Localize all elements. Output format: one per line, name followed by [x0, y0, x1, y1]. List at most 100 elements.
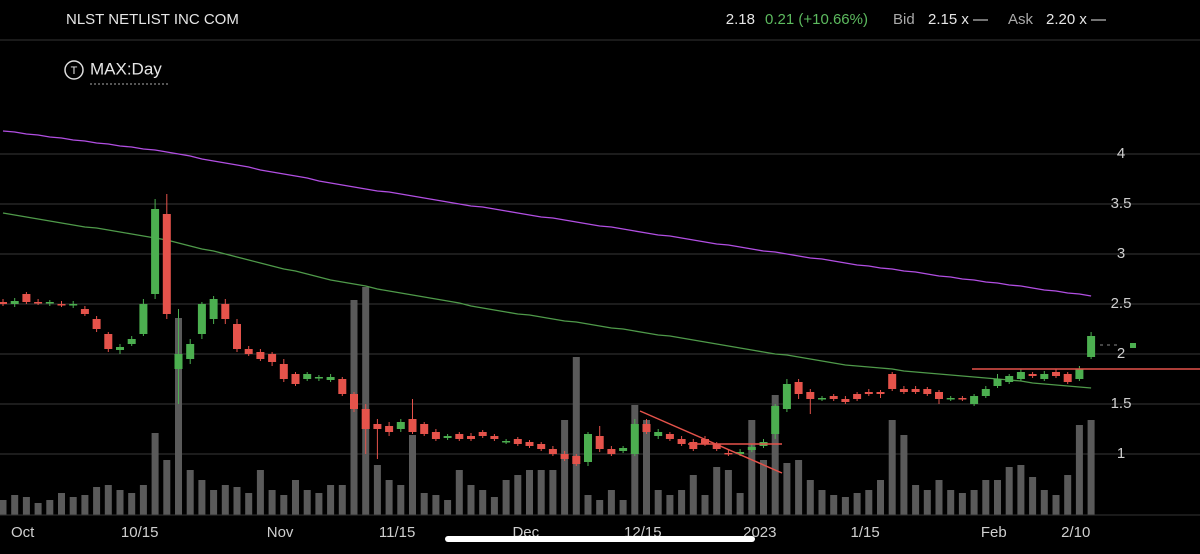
period-icon[interactable] [64, 60, 84, 80]
candle-body [1063, 374, 1072, 382]
volume-bar [1005, 467, 1013, 515]
candle-body [256, 352, 265, 359]
volume-bar [11, 495, 19, 515]
candle-body [69, 304, 78, 306]
candle-body [1005, 376, 1014, 382]
period[interactable]: MAX:Day [90, 59, 162, 78]
volume-bar [444, 500, 452, 515]
moving-average [2, 212, 1092, 389]
candle-body [139, 304, 148, 334]
candle-body [431, 432, 440, 439]
volume-bar [397, 485, 405, 515]
candle-body [162, 214, 171, 314]
volume-bar [0, 500, 7, 515]
volume-bar [970, 490, 978, 515]
candle-body [455, 434, 464, 439]
ask: 2.20 x — [1046, 11, 1106, 28]
candle-body [244, 349, 253, 354]
volume-bar [81, 495, 89, 515]
candle-body [197, 304, 206, 334]
candle-body [151, 209, 160, 294]
candle-body [396, 422, 405, 429]
candle-body [104, 334, 113, 349]
volume-bar [631, 405, 639, 515]
candle-body [1087, 336, 1096, 357]
volume-bar [455, 470, 463, 515]
candle-body [853, 394, 862, 399]
volume-bar [1075, 425, 1083, 515]
volume-bar [1017, 465, 1025, 515]
candle-body [665, 434, 674, 439]
volume-bar [526, 470, 533, 515]
candle-body [935, 392, 943, 399]
candle-body [736, 452, 745, 454]
home-indicator [445, 536, 755, 542]
candle-body [701, 439, 709, 444]
volume-bar [104, 485, 112, 515]
candle-body [724, 453, 733, 455]
candle-body [80, 309, 89, 314]
x-tick-label: Nov [267, 524, 294, 541]
candle-body [864, 392, 873, 394]
volume-bar [315, 493, 323, 515]
candle-body [221, 304, 230, 319]
candle-body [1052, 372, 1060, 376]
candle-body [548, 449, 557, 454]
volume-bar [584, 495, 592, 515]
x-tick-label: 11/15 [379, 524, 415, 541]
candle-body [0, 302, 7, 304]
y-tick-label: 1.5 [1111, 395, 1132, 412]
candle-body [513, 439, 522, 444]
candle-body [794, 382, 803, 394]
volume-bar [22, 497, 30, 515]
candle-body [174, 354, 183, 369]
volume-bar [561, 420, 569, 515]
volume-bar [385, 480, 393, 515]
candle-body [268, 354, 277, 362]
candle-body [1075, 369, 1084, 379]
volume-bar [93, 487, 101, 515]
volume-bar [479, 490, 487, 515]
candle-body [1028, 374, 1037, 376]
candle-body [607, 449, 616, 454]
candle-body [116, 347, 124, 350]
candle-body [619, 448, 628, 451]
volume-bar [502, 480, 510, 515]
last-price: 2.18 [726, 11, 755, 28]
volume-bar [724, 470, 732, 515]
volume-bar [46, 500, 54, 515]
volume-bar [1064, 475, 1072, 515]
candle-body [233, 324, 241, 349]
y-tick-label: 2.5 [1111, 295, 1132, 312]
candle-body [946, 398, 955, 400]
volume-bar [912, 485, 920, 515]
volume-bar [572, 357, 580, 515]
candle-body [279, 364, 288, 379]
candle-body [45, 302, 54, 304]
candle-body [712, 444, 721, 449]
volume-bar [69, 497, 77, 515]
volume-bar [701, 495, 709, 515]
candle-body [818, 398, 826, 400]
y-tick-label: 3 [1117, 245, 1125, 262]
volume-bar [748, 420, 756, 515]
volume-bar [221, 485, 229, 515]
candle-body [10, 301, 19, 304]
volume-bar [888, 420, 896, 515]
candle-body [829, 396, 838, 399]
x-tick-label: 10/15 [121, 524, 159, 541]
volume-bar [865, 490, 873, 515]
volume-bar [795, 460, 803, 515]
volume-bar [958, 493, 966, 515]
candle-body [806, 392, 815, 399]
candle-body [338, 379, 347, 394]
volume-bar [303, 490, 311, 515]
volume-bar [186, 470, 194, 515]
x-tick-label: 1/15 [850, 524, 879, 541]
volume-bar [760, 460, 767, 515]
candle-body [22, 294, 31, 302]
volume-bar [175, 318, 182, 515]
volume-bar [923, 490, 931, 515]
